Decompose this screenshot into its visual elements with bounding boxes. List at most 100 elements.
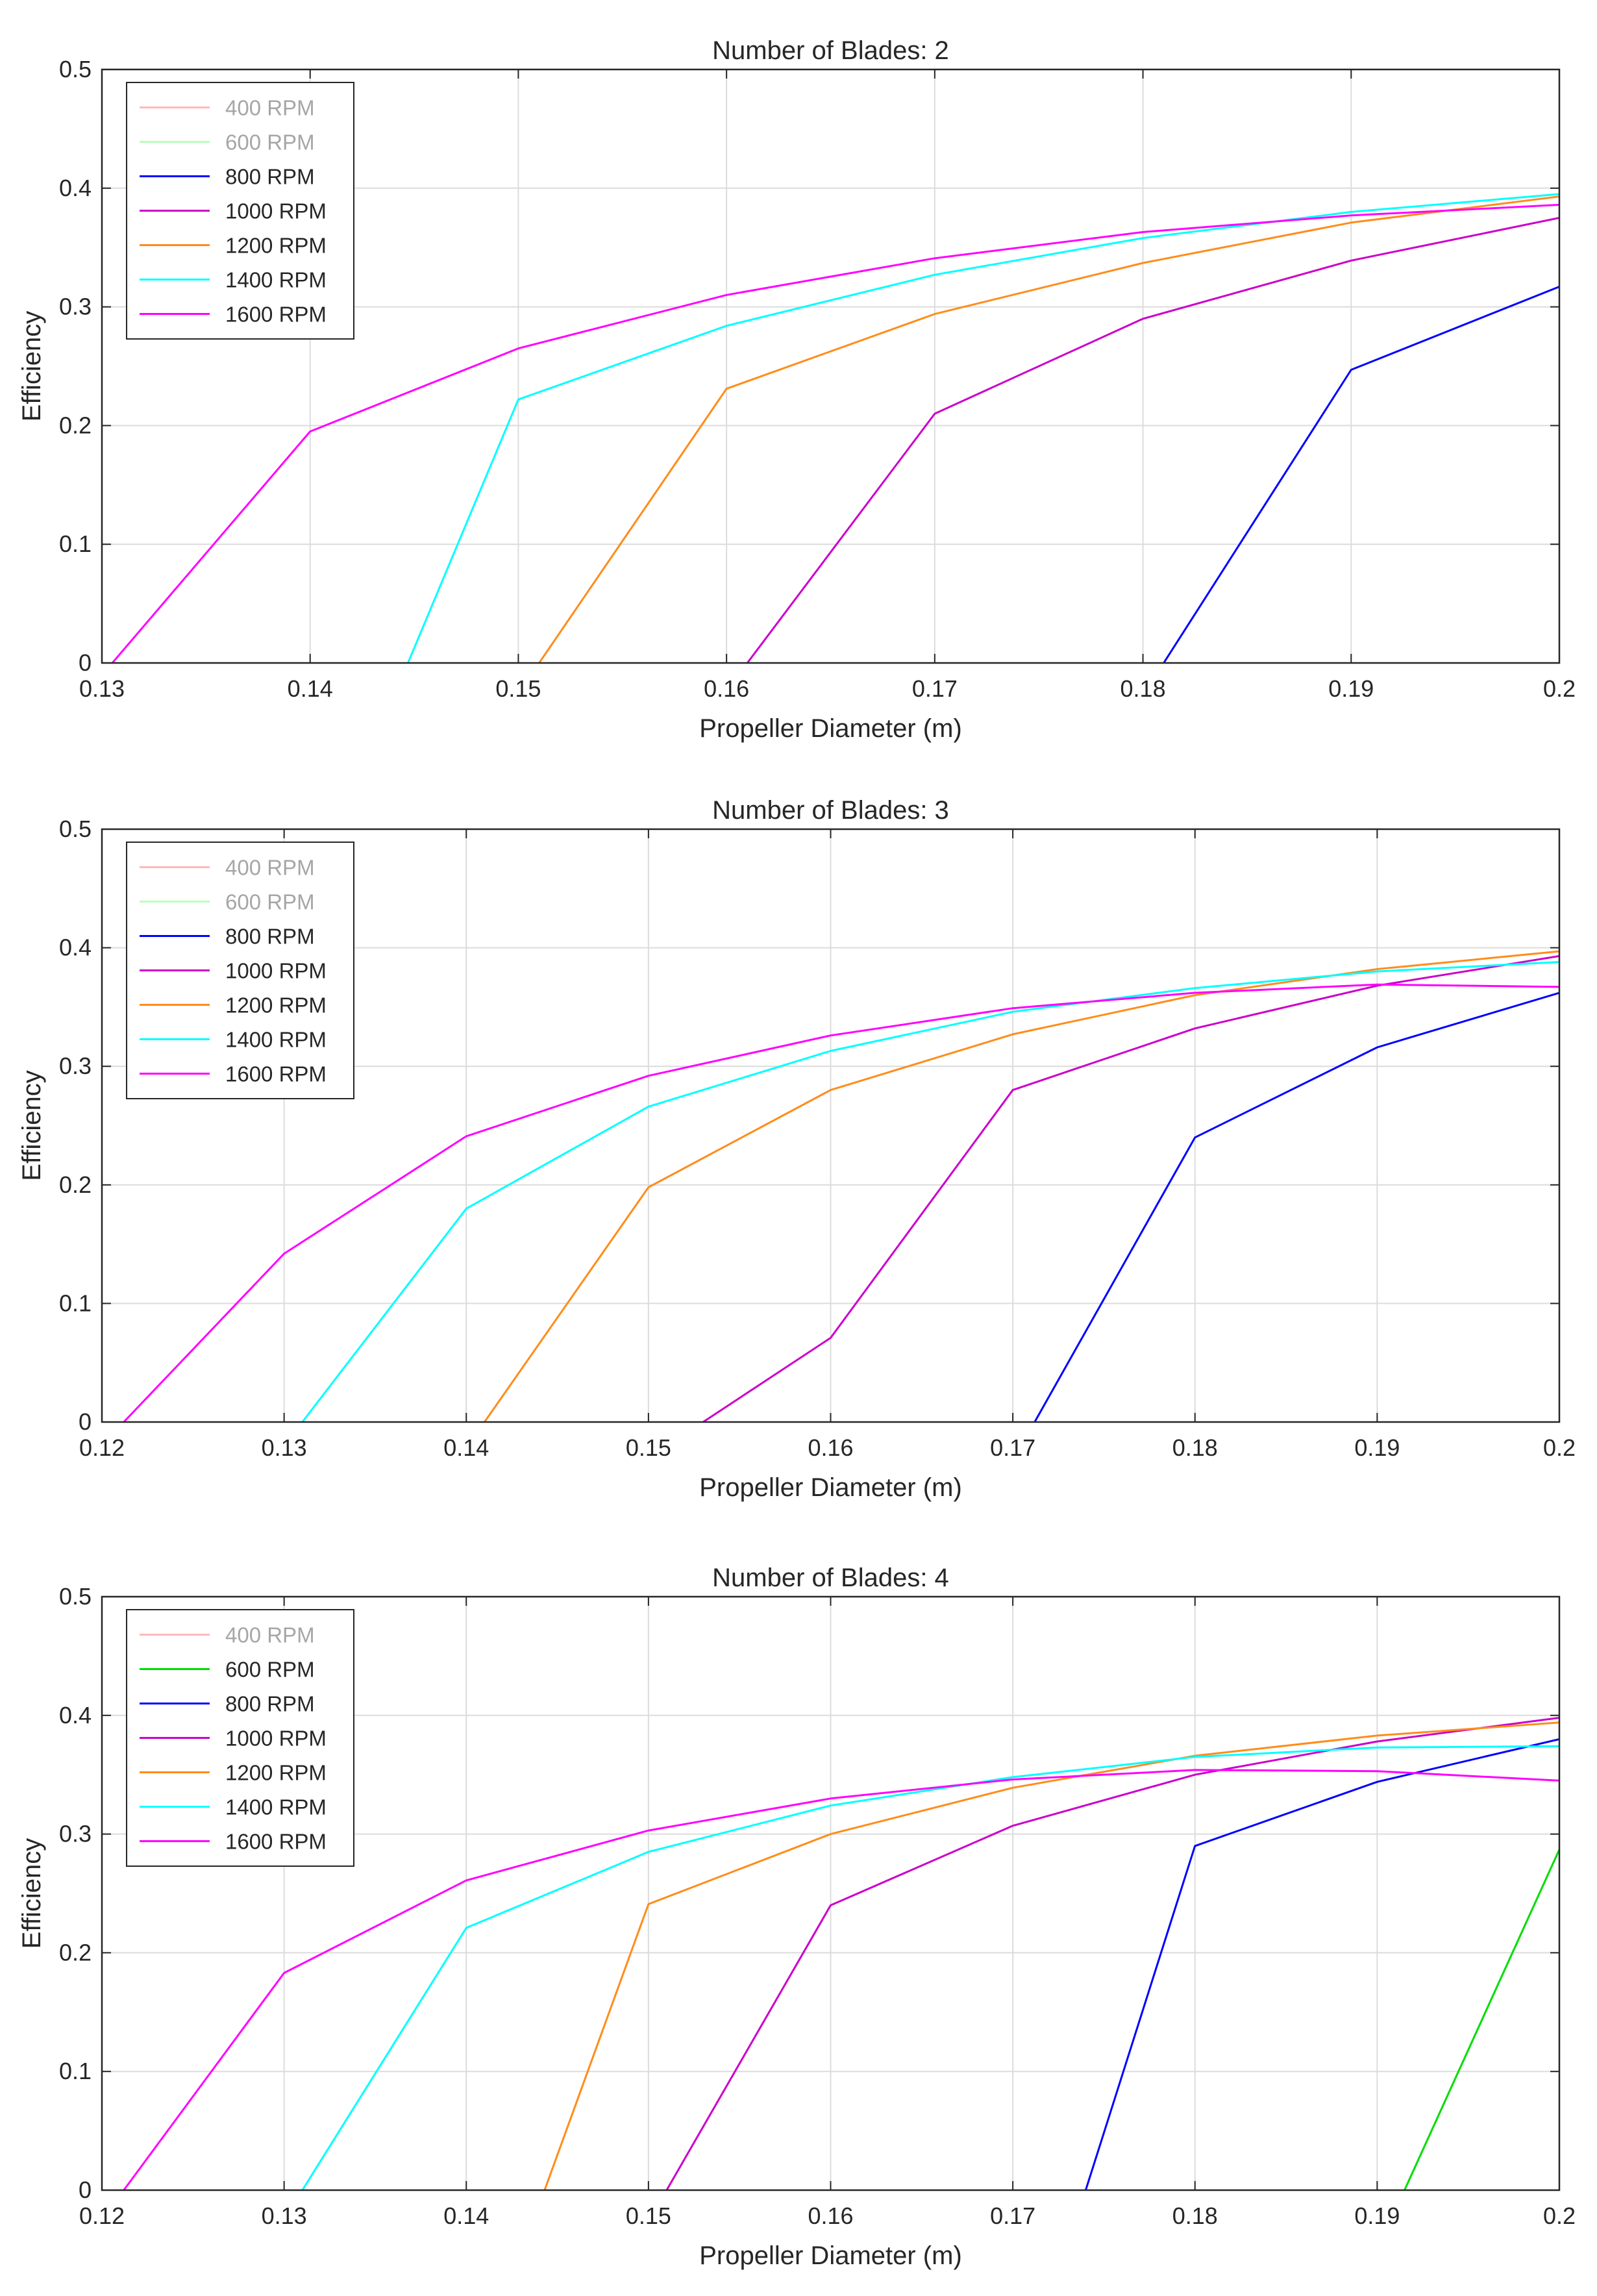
legend-entry-label: 600 RPM [225,890,315,914]
series-line-600-rpm [1404,1849,1559,2190]
chart-title: Number of Blades: 2 [712,36,949,65]
x-axis-label: Propeller Diameter (m) [699,714,962,743]
x-tick-label: 0.14 [443,1434,489,1461]
y-tick-label: 0.4 [59,934,92,961]
y-tick-label: 0.3 [59,1821,92,1847]
y-tick-label: 0.5 [59,56,92,82]
legend-entry-label: 400 RPM [225,96,315,120]
x-tick-label: 0.19 [1354,1434,1400,1461]
series-line-1200-rpm [538,195,1559,663]
x-tick-label: 0.15 [626,2202,671,2229]
series-line-1000-rpm [665,1717,1559,2190]
series-line-1400-rpm [301,961,1559,1422]
series-line-800-rpm [1084,1738,1559,2190]
series-line-1400-rpm [407,193,1559,663]
legend-entry-label: 1600 RPM [225,1062,327,1086]
series-group [123,1717,1559,2190]
legend-entry-label: 1000 RPM [225,199,327,223]
series-group [123,950,1559,1422]
legend-entry-label: 800 RPM [225,1692,315,1716]
x-tick-label: 0.19 [1328,675,1374,702]
legend-entry-label: 400 RPM [225,856,315,880]
x-tick-label: 0.13 [262,2202,307,2229]
y-tick-label: 0.2 [59,1939,92,1965]
x-tick-label: 0.2 [1543,675,1576,702]
y-tick-label: 0.1 [59,530,92,557]
y-tick-label: 0.4 [59,1702,92,1728]
x-tick-label: 0.17 [912,675,958,702]
legend-entry-label: 1200 RPM [225,1761,327,1785]
chart-panel-1: 0.13 0.14 0.15 0.16 0.17 0.18 0.19 0.2 0 0.1 0.2 0.… [18,36,1576,743]
x-tick-label: 0.13 [262,1434,307,1461]
x-tick-label: 0.12 [79,2202,125,2229]
legend-entry-label: 1000 RPM [225,959,327,983]
series-line-1600-rpm [123,1769,1559,2190]
legend-entry-label: 1200 RPM [225,234,327,258]
y-tick-label: 0.1 [59,2058,92,2084]
legend: 400 RPM 600 RPM 800 RPM 1000 RPM 1200 RPM 140… [126,1609,354,1867]
x-tick-label: 0.16 [704,675,749,702]
series-group [111,193,1559,663]
y-tick-label: 0.3 [59,293,92,320]
series-line-1600-rpm [111,203,1559,663]
x-tick-label: 0.14 [288,675,333,702]
x-tick-label: 0.17 [990,1434,1035,1461]
series-line-1000-rpm [747,217,1559,663]
series-line-1200-rpm [484,950,1559,1422]
legend-entry-label: 400 RPM [225,1623,315,1647]
chart-title: Number of Blades: 4 [712,1564,949,1592]
x-tick-label: 0.15 [495,675,541,702]
x-tick-label: 0.13 [79,675,125,702]
series-line-1600-rpm [123,983,1559,1422]
x-tick-label: 0.18 [1172,1434,1218,1461]
y-tick-label: 0.1 [59,1290,92,1316]
y-tick-label: 0.5 [59,1583,92,1610]
y-tick-label: 0.2 [59,412,92,438]
chart-title: Number of Blades: 3 [712,796,949,825]
legend-entry-label: 600 RPM [225,131,315,155]
legend-entry-label: 1400 RPM [225,1028,327,1052]
legend-entry-label: 1200 RPM [225,993,327,1017]
x-tick-label: 0.14 [443,2202,489,2229]
legend-entry-label: 1600 RPM [225,1830,327,1854]
legend-entry-label: 1400 RPM [225,1795,327,1819]
x-tick-label: 0.15 [626,1434,671,1461]
legend: 400 RPM 600 RPM 800 RPM 1000 RPM 1200 RPM 140… [126,82,354,340]
series-line-1400-rpm [301,1745,1559,2190]
y-tick-label: 0 [79,2177,92,2203]
x-tick-label: 0.16 [808,2202,853,2229]
y-axis-label: Efficiency [18,1070,46,1180]
series-line-1200-rpm [543,1721,1559,2190]
chart-panel-2: 0.12 0.13 0.14 0.15 0.16 0.17 0.18 0.19 0.2 0 0.1 0… [18,796,1576,1502]
series-line-1000-rpm [702,955,1559,1422]
legend-entry-label: 1000 RPM [225,1727,327,1751]
y-tick-label: 0.2 [59,1171,92,1198]
x-tick-label: 0.16 [808,1434,853,1461]
chart-panel-3: 0.12 0.13 0.14 0.15 0.16 0.17 0.18 0.19 0.2 0 0.1 0… [18,1564,1576,2270]
legend-entry-label: 1600 RPM [225,303,327,327]
x-tick-label: 0.17 [990,2202,1035,2229]
x-tick-label: 0.2 [1543,1434,1576,1461]
x-tick-label: 0.19 [1354,2202,1400,2229]
x-tick-label: 0.18 [1172,2202,1218,2229]
legend-entry-label: 1400 RPM [225,268,327,292]
axes-box [101,68,1561,664]
y-tick-label: 0.5 [59,816,92,842]
y-axis-label: Efficiency [18,311,46,421]
series-line-800-rpm [1034,992,1559,1422]
x-tick-label: 0.18 [1120,675,1166,702]
x-tick-label: 0.12 [79,1434,125,1461]
legend-entry-label: 800 RPM [225,925,315,949]
legend-entry-label: 600 RPM [225,1658,315,1682]
x-axis-label: Propeller Diameter (m) [699,2241,962,2270]
series-line-800-rpm [1163,286,1559,663]
y-axis-label: Efficiency [18,1838,46,1949]
y-tick-label: 0 [79,649,92,676]
y-tick-label: 0 [79,1408,92,1435]
y-tick-label: 0.3 [59,1053,92,1079]
legend: 400 RPM 600 RPM 800 RPM 1000 RPM 1200 RPM 140… [126,842,354,1099]
x-tick-label: 0.2 [1543,2202,1576,2229]
y-tick-label: 0.4 [59,175,92,201]
x-axis-label: Propeller Diameter (m) [699,1473,962,1502]
